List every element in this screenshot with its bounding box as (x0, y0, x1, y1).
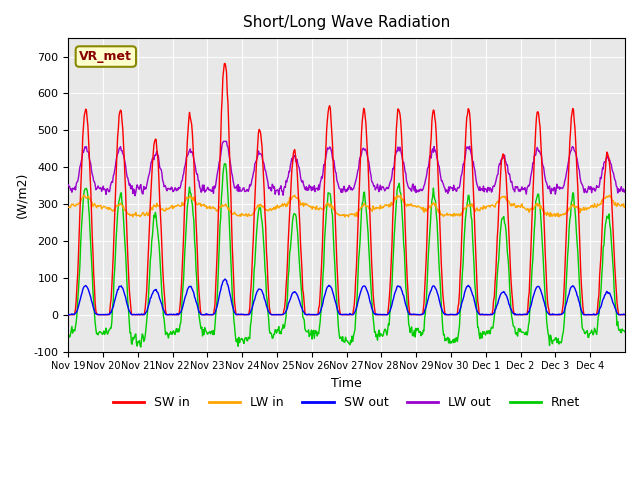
Title: Short/Long Wave Radiation: Short/Long Wave Radiation (243, 15, 451, 30)
Y-axis label: (W/m2): (W/m2) (15, 172, 28, 218)
Text: VR_met: VR_met (79, 50, 132, 63)
Legend: SW in, LW in, SW out, LW out, Rnet: SW in, LW in, SW out, LW out, Rnet (108, 391, 585, 414)
X-axis label: Time: Time (332, 377, 362, 390)
